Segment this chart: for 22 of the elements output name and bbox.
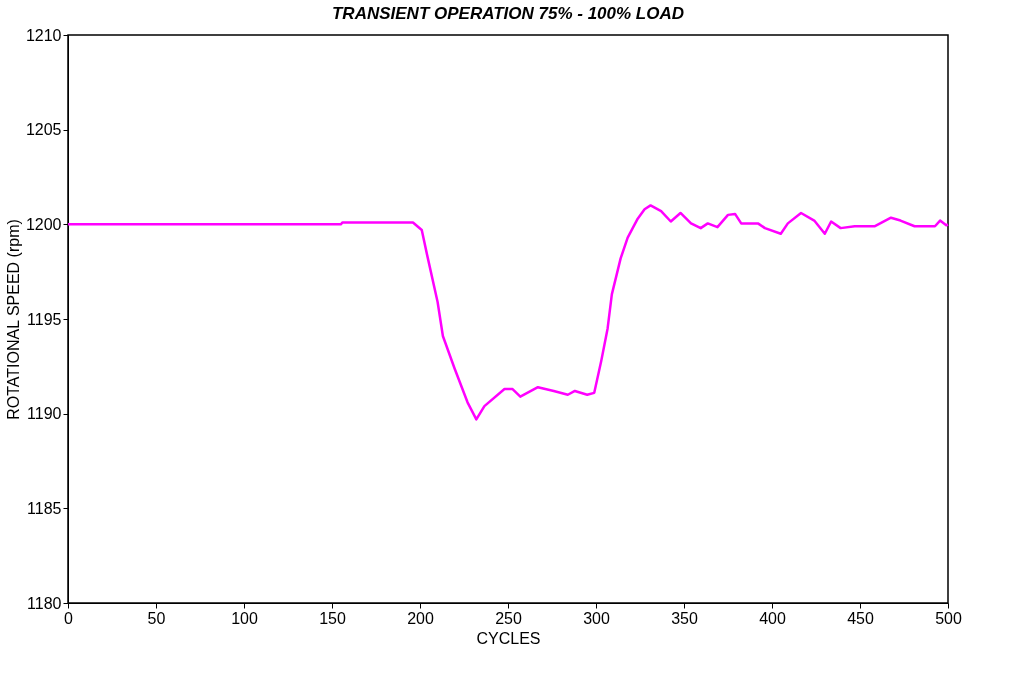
y-tick-label: 1195 — [27, 310, 62, 328]
x-tick-label: 100 — [231, 609, 258, 627]
y-tick-label: 1190 — [27, 405, 62, 423]
x-tick-label: 200 — [407, 609, 434, 627]
x-tick-label: 0 — [64, 609, 74, 627]
chart-title: TRANSIENT OPERATION 75% - 100% LOAD — [331, 4, 685, 23]
x-tick-label: 350 — [671, 609, 698, 627]
x-axis-title: CYCLES — [476, 629, 541, 647]
line-series — [66, 204, 950, 421]
y-tick-label: 1180 — [27, 594, 62, 612]
y-tick-label: 1185 — [27, 499, 62, 517]
y-tick-label: 1200 — [25, 215, 62, 233]
x-tick-label: 400 — [759, 609, 786, 627]
y-tick-label: 1205 — [25, 121, 62, 139]
x-tick-label: 450 — [847, 609, 874, 627]
x-tick-label: 500 — [935, 609, 962, 627]
x-tick-label: 300 — [583, 609, 610, 627]
y-axis-title: ROTATIONAL SPEED (rpm) — [4, 219, 22, 420]
y-tick-label: 1210 — [25, 26, 62, 44]
x-tick-label: 50 — [147, 609, 166, 627]
x-tick-label: 150 — [319, 609, 346, 627]
x-tick-label: 250 — [495, 609, 522, 627]
